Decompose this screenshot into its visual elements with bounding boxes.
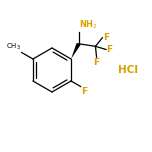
Text: F: F (93, 58, 100, 67)
Text: F: F (82, 88, 88, 97)
Polygon shape (71, 43, 81, 59)
Text: F: F (107, 45, 113, 54)
Text: HCl: HCl (118, 65, 138, 75)
Text: NH$_2$: NH$_2$ (79, 19, 98, 31)
Text: F: F (103, 33, 109, 42)
Text: CH$_3$: CH$_3$ (6, 41, 21, 52)
